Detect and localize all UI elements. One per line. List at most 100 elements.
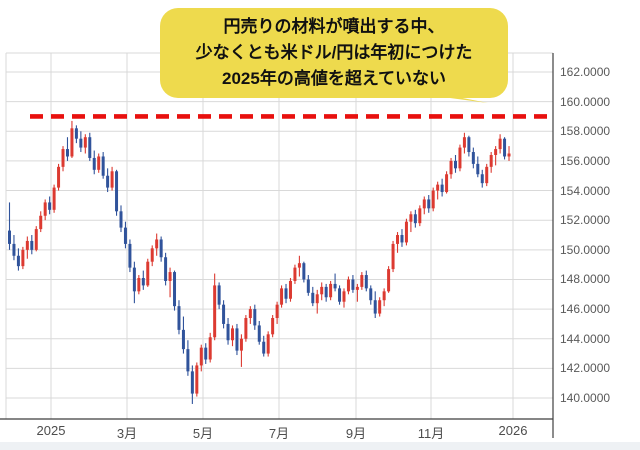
candle-up (449, 160, 453, 175)
candle-up (137, 277, 141, 292)
x-axis-label: 2026 (498, 423, 528, 438)
candle-down (181, 329, 185, 350)
candle-down (222, 304, 226, 324)
candle-up (498, 138, 502, 150)
candle-up (70, 128, 74, 157)
y-axis-label: 152.0000 (560, 213, 611, 228)
candle-up (52, 187, 56, 210)
candle-up (507, 153, 511, 157)
candle-down (92, 157, 96, 170)
candle-up (445, 174, 449, 193)
candle-up (25, 240, 29, 250)
candle-down (302, 263, 306, 280)
candle-down (79, 138, 83, 148)
candle-down (262, 341, 266, 354)
candle-up (275, 304, 279, 319)
candle-up (360, 275, 364, 287)
candle-up (293, 267, 297, 281)
candle-down (30, 240, 34, 250)
candle-up (43, 202, 47, 216)
annotation-line-2: 少なくとも米ドル/円は年初につけた (195, 43, 473, 62)
candle-down (106, 175, 110, 188)
candle-up (168, 272, 172, 281)
candle-up (422, 199, 426, 209)
y-axis-label: 158.0000 (560, 124, 611, 139)
candle-up (239, 338, 243, 351)
candle-up (280, 288, 284, 305)
candle-down (400, 235, 404, 243)
candle-down (476, 163, 480, 175)
candle-down (427, 199, 431, 209)
candle-down (16, 255, 20, 267)
candle-down (257, 325, 261, 342)
y-axis-label: 154.0000 (560, 183, 611, 198)
candle-up (489, 154, 493, 167)
candle-down (253, 309, 257, 326)
annotation-line-3: 2025年の高値を超えていない (222, 69, 446, 88)
candle-down (503, 138, 507, 157)
candle-up (378, 300, 382, 314)
x-axis-label: 2025 (36, 423, 66, 438)
candle-up (396, 235, 400, 244)
candle-down (48, 202, 52, 210)
candle-down (226, 323, 230, 341)
candle-down (177, 306, 181, 330)
candle-up (315, 294, 319, 304)
candle-down (119, 211, 123, 228)
candle-down (115, 171, 119, 212)
candle-up (244, 318, 248, 339)
candle-up (57, 166, 61, 188)
candle-up (97, 156, 101, 170)
candle-down (101, 156, 105, 176)
y-axis-label: 144.0000 (560, 331, 611, 346)
candle-down (324, 286, 328, 298)
candle-down (217, 285, 221, 305)
candle-up (271, 318, 275, 335)
candle-down (12, 243, 16, 256)
candle-up (391, 243, 395, 270)
candle-down (413, 214, 417, 224)
candle-up (39, 215, 43, 230)
candle-up (382, 291, 386, 301)
x-axis-label: 7月 (268, 426, 290, 441)
candle-down (159, 239, 163, 258)
candle-up (409, 214, 413, 222)
y-axis-label: 148.0000 (560, 272, 611, 287)
candle-up (342, 291, 346, 302)
candle-up (155, 239, 159, 249)
candle-down (369, 288, 373, 301)
candle-up (346, 279, 350, 292)
candle-down (128, 243, 132, 268)
y-axis-label: 146.0000 (560, 302, 611, 317)
x-axis-label: 9月 (345, 426, 367, 441)
candle-down (284, 288, 288, 299)
candle-up (494, 149, 498, 155)
candle-up (213, 285, 217, 338)
y-axis-label: 142.0000 (560, 361, 611, 376)
candle-down (173, 272, 177, 307)
annotation-callout: 円売りの材料が噴出する中、 少なくとも米ドル/円は年初につけた 2025年の高値… (160, 8, 508, 98)
candle-down (373, 300, 377, 314)
candle-up (61, 149, 65, 167)
candle-up (21, 249, 25, 267)
candle-up (150, 248, 154, 262)
candle-down (123, 227, 127, 244)
candle-down (471, 152, 475, 164)
candle-up (208, 337, 212, 360)
candle-down (454, 160, 457, 169)
candle-down (467, 137, 471, 153)
y-axis-label: 140.0000 (560, 391, 611, 406)
candle-up (418, 208, 422, 224)
candle-down (480, 174, 484, 184)
candle-up (462, 137, 466, 148)
candle-up (34, 229, 38, 250)
candle-down (440, 184, 444, 193)
candle-down (235, 328, 239, 351)
x-axis-label: 3月 (116, 426, 138, 441)
candle-down (88, 137, 92, 158)
candle-up (320, 286, 324, 295)
candle-up (288, 280, 292, 299)
candle-up (458, 147, 462, 169)
